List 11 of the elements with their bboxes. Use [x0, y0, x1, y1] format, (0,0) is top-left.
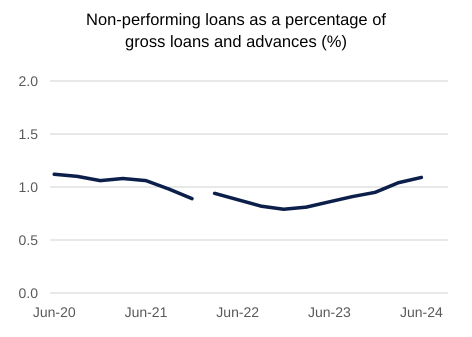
- y-tick-label: 2.0: [18, 72, 38, 89]
- y-tick-label: 0.5: [18, 232, 38, 248]
- x-tick-label: Jun-21: [124, 304, 168, 320]
- x-tick-label: Jun-23: [308, 304, 352, 320]
- x-tick-label: Jun-20: [32, 304, 76, 320]
- y-tick-label: 1.0: [18, 178, 38, 195]
- x-tick-label: Jun-24: [400, 304, 443, 320]
- x-tick-label: Jun-22: [216, 304, 260, 320]
- y-tick-label: 0.0: [18, 284, 38, 301]
- y-tick-label: 1.5: [18, 126, 38, 142]
- chart-title: Non-performing loans as a percentage of gross loans and advances (%): [86, 11, 386, 51]
